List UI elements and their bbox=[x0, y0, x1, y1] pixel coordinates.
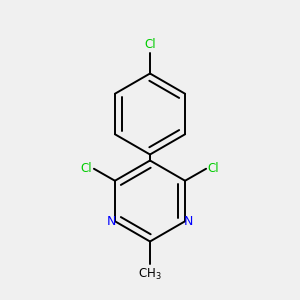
Text: Cl: Cl bbox=[208, 162, 219, 175]
Text: CH$_3$: CH$_3$ bbox=[138, 267, 162, 282]
Text: Cl: Cl bbox=[81, 162, 92, 175]
Text: N: N bbox=[184, 215, 194, 228]
Text: Cl: Cl bbox=[144, 38, 156, 51]
Text: N: N bbox=[106, 215, 116, 228]
